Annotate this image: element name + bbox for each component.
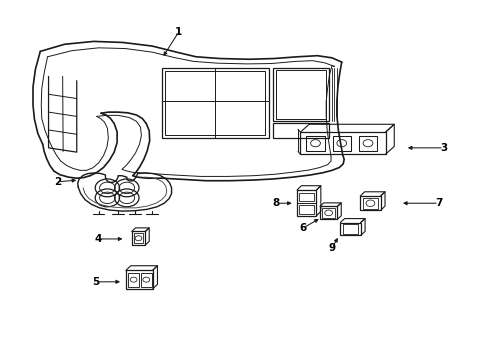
Bar bbox=[305, 136, 324, 151]
Text: 9: 9 bbox=[328, 243, 335, 253]
Text: 6: 6 bbox=[299, 223, 306, 233]
Bar bbox=[141, 273, 151, 287]
Bar bbox=[299, 193, 313, 202]
Bar bbox=[125, 270, 152, 289]
Bar bbox=[296, 190, 316, 216]
Bar bbox=[360, 196, 380, 210]
Text: 7: 7 bbox=[434, 198, 442, 208]
Bar bbox=[319, 206, 337, 219]
Bar bbox=[342, 224, 358, 234]
Bar bbox=[133, 233, 143, 243]
Bar bbox=[300, 132, 385, 154]
Bar bbox=[272, 123, 328, 138]
Bar bbox=[128, 273, 139, 287]
Bar bbox=[362, 198, 377, 208]
Bar bbox=[322, 208, 334, 217]
Bar bbox=[332, 136, 350, 151]
Bar bbox=[340, 222, 360, 235]
Bar bbox=[358, 136, 376, 151]
Bar bbox=[275, 70, 325, 119]
Bar bbox=[272, 68, 328, 121]
Bar bbox=[299, 204, 313, 213]
Bar bbox=[131, 231, 145, 245]
Bar bbox=[165, 71, 265, 135]
Text: 1: 1 bbox=[175, 27, 182, 37]
Text: 3: 3 bbox=[439, 143, 447, 153]
Text: 2: 2 bbox=[54, 177, 61, 187]
Text: 5: 5 bbox=[92, 277, 100, 287]
Text: 8: 8 bbox=[272, 198, 279, 208]
Text: 4: 4 bbox=[95, 234, 102, 244]
Bar bbox=[162, 68, 268, 138]
